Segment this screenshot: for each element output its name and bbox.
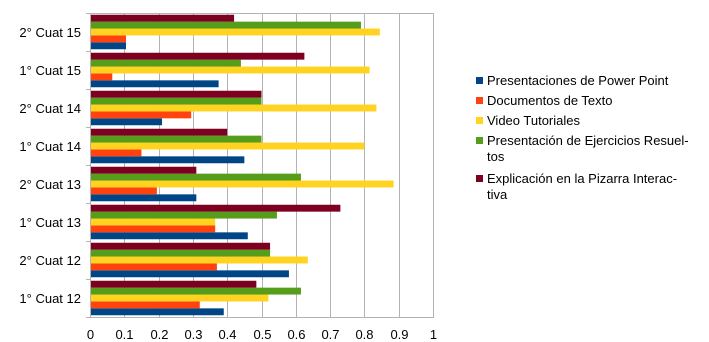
- bar: [91, 308, 224, 316]
- x-tick-label: 0.7: [321, 327, 339, 342]
- x-tick-label: 1: [430, 327, 437, 342]
- bar: [91, 280, 257, 288]
- bar: [91, 211, 277, 219]
- x-tick-label: 0.4: [218, 327, 236, 342]
- bar: [91, 194, 197, 202]
- y-tick-label: 2° Cuat 13: [19, 177, 81, 192]
- bar: [91, 149, 142, 157]
- bar: [91, 135, 262, 143]
- legend-label: tos: [487, 149, 505, 164]
- legend-swatch: [476, 97, 483, 104]
- bar: [91, 301, 200, 309]
- bar: [91, 59, 241, 67]
- bar: [91, 118, 163, 126]
- bar: [91, 35, 127, 43]
- legend-swatch: [476, 117, 483, 124]
- bar: [91, 73, 113, 81]
- x-tick-label: 0: [87, 327, 94, 342]
- bar: [91, 21, 361, 29]
- x-tick-label: 0.1: [115, 327, 133, 342]
- bar: [91, 204, 341, 212]
- legend-swatch: [476, 137, 483, 144]
- bar: [91, 225, 216, 233]
- legend-label: Documentos de Texto: [487, 93, 613, 108]
- y-tick-label: 2° Cuat 14: [19, 101, 81, 116]
- x-axis-tick-labels: 0 0.1 0.2 0.3 0.4 0.5 0.6 0.7 0.8 0.9 1: [87, 327, 437, 342]
- bar: [91, 52, 305, 60]
- bar: [91, 97, 262, 105]
- bar: [91, 128, 228, 136]
- bar: [91, 294, 269, 302]
- y-axis-tick-labels: 1° Cuat 12 2° Cuat 12 1° Cuat 13 2° Cuat 13…: [19, 25, 81, 306]
- legend-label: Presentaciones de Power Point: [487, 73, 669, 88]
- bar: [91, 104, 377, 112]
- x-tick-label: 0.5: [253, 327, 271, 342]
- legend-label: Video Tutoriales: [487, 113, 580, 128]
- y-tick-label: 2° Cuat 12: [19, 253, 81, 268]
- bar: [91, 42, 127, 50]
- bar: [91, 249, 271, 257]
- y-tick-label: 1° Cuat 12: [19, 291, 81, 306]
- bar: [91, 80, 219, 88]
- legend-label: tiva: [487, 187, 508, 202]
- legend: Presentaciones de Power Point Documentos …: [476, 73, 689, 202]
- chart-axes: [86, 13, 434, 318]
- y-tick-label: 1° Cuat 15: [19, 63, 81, 78]
- bar: [91, 166, 197, 174]
- bar: [91, 187, 157, 195]
- bar: [91, 180, 394, 188]
- legend-swatch: [476, 175, 483, 182]
- bar: [91, 256, 308, 264]
- bar: [91, 173, 301, 181]
- bar: [91, 142, 365, 150]
- legend-label: Explicación en la Pizarra Interac-: [487, 171, 677, 186]
- chart-bars: [91, 14, 394, 316]
- legend-label: Presentación de Ejercicios Resuel-: [487, 133, 689, 148]
- bar: [91, 263, 217, 271]
- legend-swatch: [476, 77, 483, 84]
- y-tick-label: 1° Cuat 14: [19, 139, 81, 154]
- x-tick-label: 0.9: [390, 327, 408, 342]
- x-tick-label: 0.8: [355, 327, 373, 342]
- bar: [91, 242, 271, 250]
- bar: [91, 14, 235, 22]
- x-tick-label: 0.6: [287, 327, 305, 342]
- y-tick-label: 2° Cuat 15: [19, 25, 81, 40]
- bar: [91, 270, 289, 278]
- bar: [91, 287, 301, 295]
- bar: [91, 232, 248, 240]
- bar: [91, 111, 192, 119]
- plot-area-border: [90, 13, 434, 318]
- bar: [91, 28, 380, 36]
- bar: [91, 156, 245, 164]
- x-tick-label: 0.2: [150, 327, 168, 342]
- bar: [91, 66, 370, 74]
- bar: [91, 218, 216, 226]
- y-tick-label: 1° Cuat 13: [19, 215, 81, 230]
- bar: [91, 90, 262, 98]
- x-tick-label: 0.3: [184, 327, 202, 342]
